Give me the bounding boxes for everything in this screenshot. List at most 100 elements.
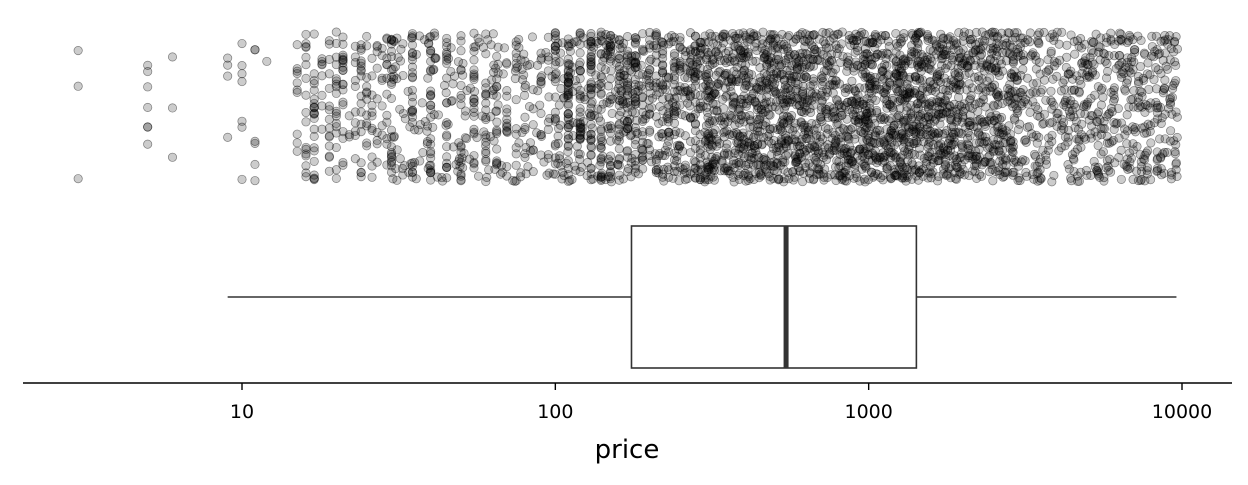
data-point: [502, 86, 512, 96]
data-point: [469, 97, 479, 107]
data-point: [437, 176, 448, 186]
data-point: [426, 165, 436, 175]
data-point: [426, 168, 436, 178]
data-point: [377, 73, 387, 83]
data-point: [382, 34, 392, 44]
data-point: [1171, 165, 1181, 175]
data-point: [916, 93, 926, 103]
data-point: [651, 78, 661, 88]
data-point: [407, 117, 418, 128]
data-point: [658, 60, 668, 70]
data-point: [473, 33, 483, 43]
data-point: [563, 163, 573, 174]
data-point: [237, 38, 247, 49]
data-point: [456, 141, 466, 151]
data-point: [821, 106, 831, 116]
data-point: [377, 43, 387, 53]
data-point: [603, 124, 613, 134]
data-point: [442, 38, 452, 48]
data-point: [356, 61, 366, 71]
data-point: [568, 86, 578, 97]
data-point: [614, 124, 624, 134]
data-point: [690, 157, 701, 167]
data-point: [533, 86, 543, 96]
data-point: [664, 147, 674, 157]
data-point: [658, 169, 668, 179]
data-point: [338, 32, 348, 42]
data-point: [454, 154, 465, 164]
data-point: [367, 100, 377, 111]
data-point: [1049, 61, 1060, 71]
data-point: [669, 51, 680, 61]
data-point: [541, 47, 551, 58]
data-point: [658, 129, 668, 139]
data-point: [768, 123, 778, 133]
data-point: [324, 151, 334, 161]
data-point: [442, 118, 452, 128]
data-point: [431, 53, 441, 63]
data-point: [424, 32, 435, 42]
data-point: [520, 112, 530, 122]
data-point: [502, 122, 512, 132]
data-point: [790, 50, 800, 60]
data-point: [631, 34, 641, 44]
data-point: [915, 150, 925, 160]
data-point: [389, 36, 399, 47]
data-point: [850, 115, 860, 125]
data-point: [839, 125, 849, 135]
data-point: [553, 38, 563, 48]
data-point: [1125, 163, 1135, 173]
data-point: [493, 42, 503, 52]
data-point: [517, 64, 527, 74]
data-point: [658, 49, 668, 59]
data-point: [377, 50, 387, 61]
data-point: [367, 90, 377, 100]
data-point: [678, 164, 688, 174]
data-point: [678, 146, 688, 156]
data-point: [683, 98, 693, 108]
data-point: [550, 45, 560, 55]
data-point: [575, 130, 585, 140]
data-point: [781, 150, 791, 160]
data-point: [625, 114, 635, 124]
data-point: [637, 153, 647, 163]
data-point: [852, 96, 862, 106]
data-point: [362, 94, 372, 104]
data-point: [550, 28, 560, 38]
data-point: [690, 31, 700, 41]
data-point: [655, 87, 665, 98]
data-point: [902, 102, 912, 112]
data-point: [367, 172, 377, 182]
data-point: [514, 138, 524, 148]
data-point: [338, 160, 348, 170]
data-point: [356, 99, 366, 109]
data-point: [642, 70, 652, 80]
data-point: [666, 37, 676, 47]
data-point: [1109, 85, 1119, 95]
data-point: [250, 138, 260, 148]
data-point: [614, 155, 624, 165]
data-point: [970, 99, 980, 109]
data-point: [596, 143, 606, 153]
data-point: [407, 112, 418, 122]
data-point: [858, 65, 868, 75]
data-point: [456, 142, 466, 152]
data-point: [728, 100, 738, 110]
data-point: [514, 34, 524, 44]
data-point: [844, 84, 854, 94]
data-point: [356, 107, 366, 117]
data-point: [839, 100, 849, 111]
data-point: [387, 151, 397, 162]
data-point: [1139, 48, 1149, 58]
data-point: [719, 150, 729, 160]
data-point: [783, 84, 793, 94]
data-point: [502, 91, 512, 101]
data-point: [1124, 102, 1134, 112]
data-point: [317, 124, 327, 134]
data-point: [563, 93, 573, 103]
data-point: [913, 104, 923, 114]
data-point: [739, 41, 749, 51]
data-point: [451, 160, 461, 170]
data-point: [1054, 146, 1064, 156]
data-point: [550, 41, 560, 51]
